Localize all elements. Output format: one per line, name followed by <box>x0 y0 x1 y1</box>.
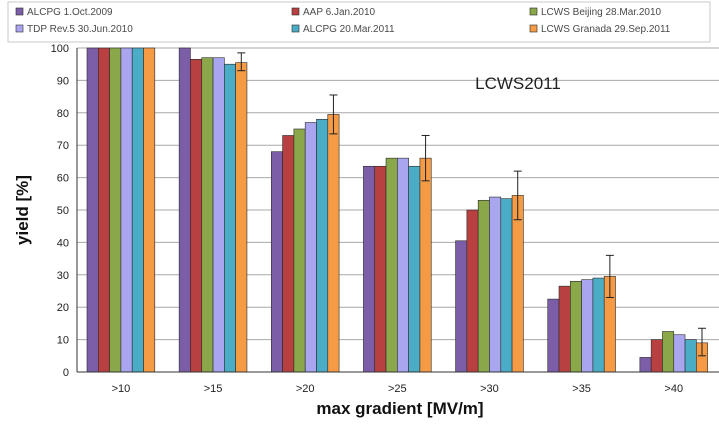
y-tick-label: 60 <box>57 173 69 185</box>
bar <box>374 165 387 373</box>
bar <box>385 157 398 373</box>
y-tick-label: 80 <box>57 108 69 120</box>
error-bar <box>513 170 522 221</box>
y-tick-label: 0 <box>63 367 69 379</box>
y-tick-label: 100 <box>51 43 69 55</box>
y-tick-label: 10 <box>57 335 69 347</box>
y-axis-ticks: 0 10 20 30 40 50 60 70 80 90 100 <box>51 43 69 379</box>
bar <box>650 339 663 373</box>
bar <box>224 63 236 373</box>
legend-label: ALCPG 1.Oct.2009 <box>27 7 113 18</box>
legend-item: LCWS Granada 29.Sep.2011 <box>529 24 671 35</box>
bar <box>570 280 582 373</box>
legend-item: ALCPG 20.Mar.2011 <box>291 24 395 35</box>
legend-swatch <box>291 7 300 16</box>
bar <box>304 122 317 373</box>
bar <box>489 196 502 373</box>
legend-items: ALCPG 1.Oct.2009 AAP 6.Jan.2010 LCWS Beiji… <box>15 7 671 35</box>
y-tick-label: 40 <box>57 237 69 249</box>
bar <box>500 198 513 373</box>
legend-label: LCWS Beijing 28.Mar.2010 <box>541 7 662 18</box>
legend <box>7 1 711 43</box>
bar <box>673 334 686 373</box>
legend-item: AAP 6.Jan.2010 <box>291 7 376 18</box>
legend-label: ALCPG 20.Mar.2011 <box>303 24 395 35</box>
x-tick-label: >30 <box>480 383 499 395</box>
x-tick-label: >40 <box>664 383 683 395</box>
legend-swatch <box>15 7 24 16</box>
x-tick-label: >15 <box>204 383 223 395</box>
legend-swatch <box>15 24 24 33</box>
bar <box>178 47 191 373</box>
bar <box>477 199 490 373</box>
bar <box>466 209 479 373</box>
x-axis-ticks: >10 >15 >20 >25 >30 >35 >40 <box>112 383 684 395</box>
bar <box>455 240 468 373</box>
x-tick-label: >35 <box>572 383 591 395</box>
y-axis-title: yield [%] <box>13 175 32 245</box>
y-tick-label: 30 <box>57 270 69 282</box>
bar <box>131 47 144 373</box>
bar <box>235 62 248 373</box>
legend-item: TDP Rev.5 30.Jun.2010 <box>15 24 133 35</box>
legend-label: TDP Rev.5 30.Jun.2010 <box>27 24 133 35</box>
bar <box>270 151 283 373</box>
legend-swatch <box>529 7 538 16</box>
error-bar <box>421 134 430 182</box>
bar <box>363 165 376 373</box>
bar <box>109 47 122 373</box>
x-tick-label: >25 <box>388 383 407 395</box>
bar <box>86 47 99 373</box>
error-bar <box>329 94 338 135</box>
error-bar <box>605 254 614 298</box>
bar <box>282 135 295 373</box>
bar <box>201 57 214 373</box>
bar <box>316 118 329 373</box>
error-bar <box>237 52 246 72</box>
x-tick-label: >10 <box>112 383 131 395</box>
legend-label: AAP 6.Jan.2010 <box>303 7 376 18</box>
y-tick-label: 90 <box>57 75 69 87</box>
bar <box>592 277 605 373</box>
bar <box>120 47 133 373</box>
bar <box>190 59 203 373</box>
bar <box>293 128 306 373</box>
bar <box>511 195 524 373</box>
bar <box>143 47 156 373</box>
bar <box>408 165 421 373</box>
bar <box>581 279 594 373</box>
bar <box>558 285 571 373</box>
bar <box>639 357 652 373</box>
bar <box>98 47 110 373</box>
legend-swatch <box>529 24 538 33</box>
y-tick-label: 70 <box>57 140 69 152</box>
y-tick-label: 20 <box>57 302 69 314</box>
bar <box>327 114 340 373</box>
x-axis-title: max gradient [MV/m] <box>316 399 483 418</box>
annotation-label: LCWS2011 <box>475 74 561 93</box>
bar <box>547 298 560 373</box>
legend-item: LCWS Beijing 28.Mar.2010 <box>529 7 662 18</box>
bar <box>212 57 225 373</box>
bars <box>86 47 708 373</box>
legend-item: ALCPG 1.Oct.2009 <box>15 7 113 18</box>
bar <box>419 157 432 373</box>
bar <box>662 331 675 373</box>
bar <box>684 339 697 373</box>
error-bar <box>698 327 707 357</box>
x-tick-label: >20 <box>296 383 315 395</box>
error-bars <box>237 52 707 357</box>
legend-swatch <box>291 24 300 33</box>
y-tick-label: 50 <box>57 205 69 217</box>
legend-label: LCWS Granada 29.Sep.2011 <box>541 24 671 35</box>
bar <box>397 157 409 373</box>
